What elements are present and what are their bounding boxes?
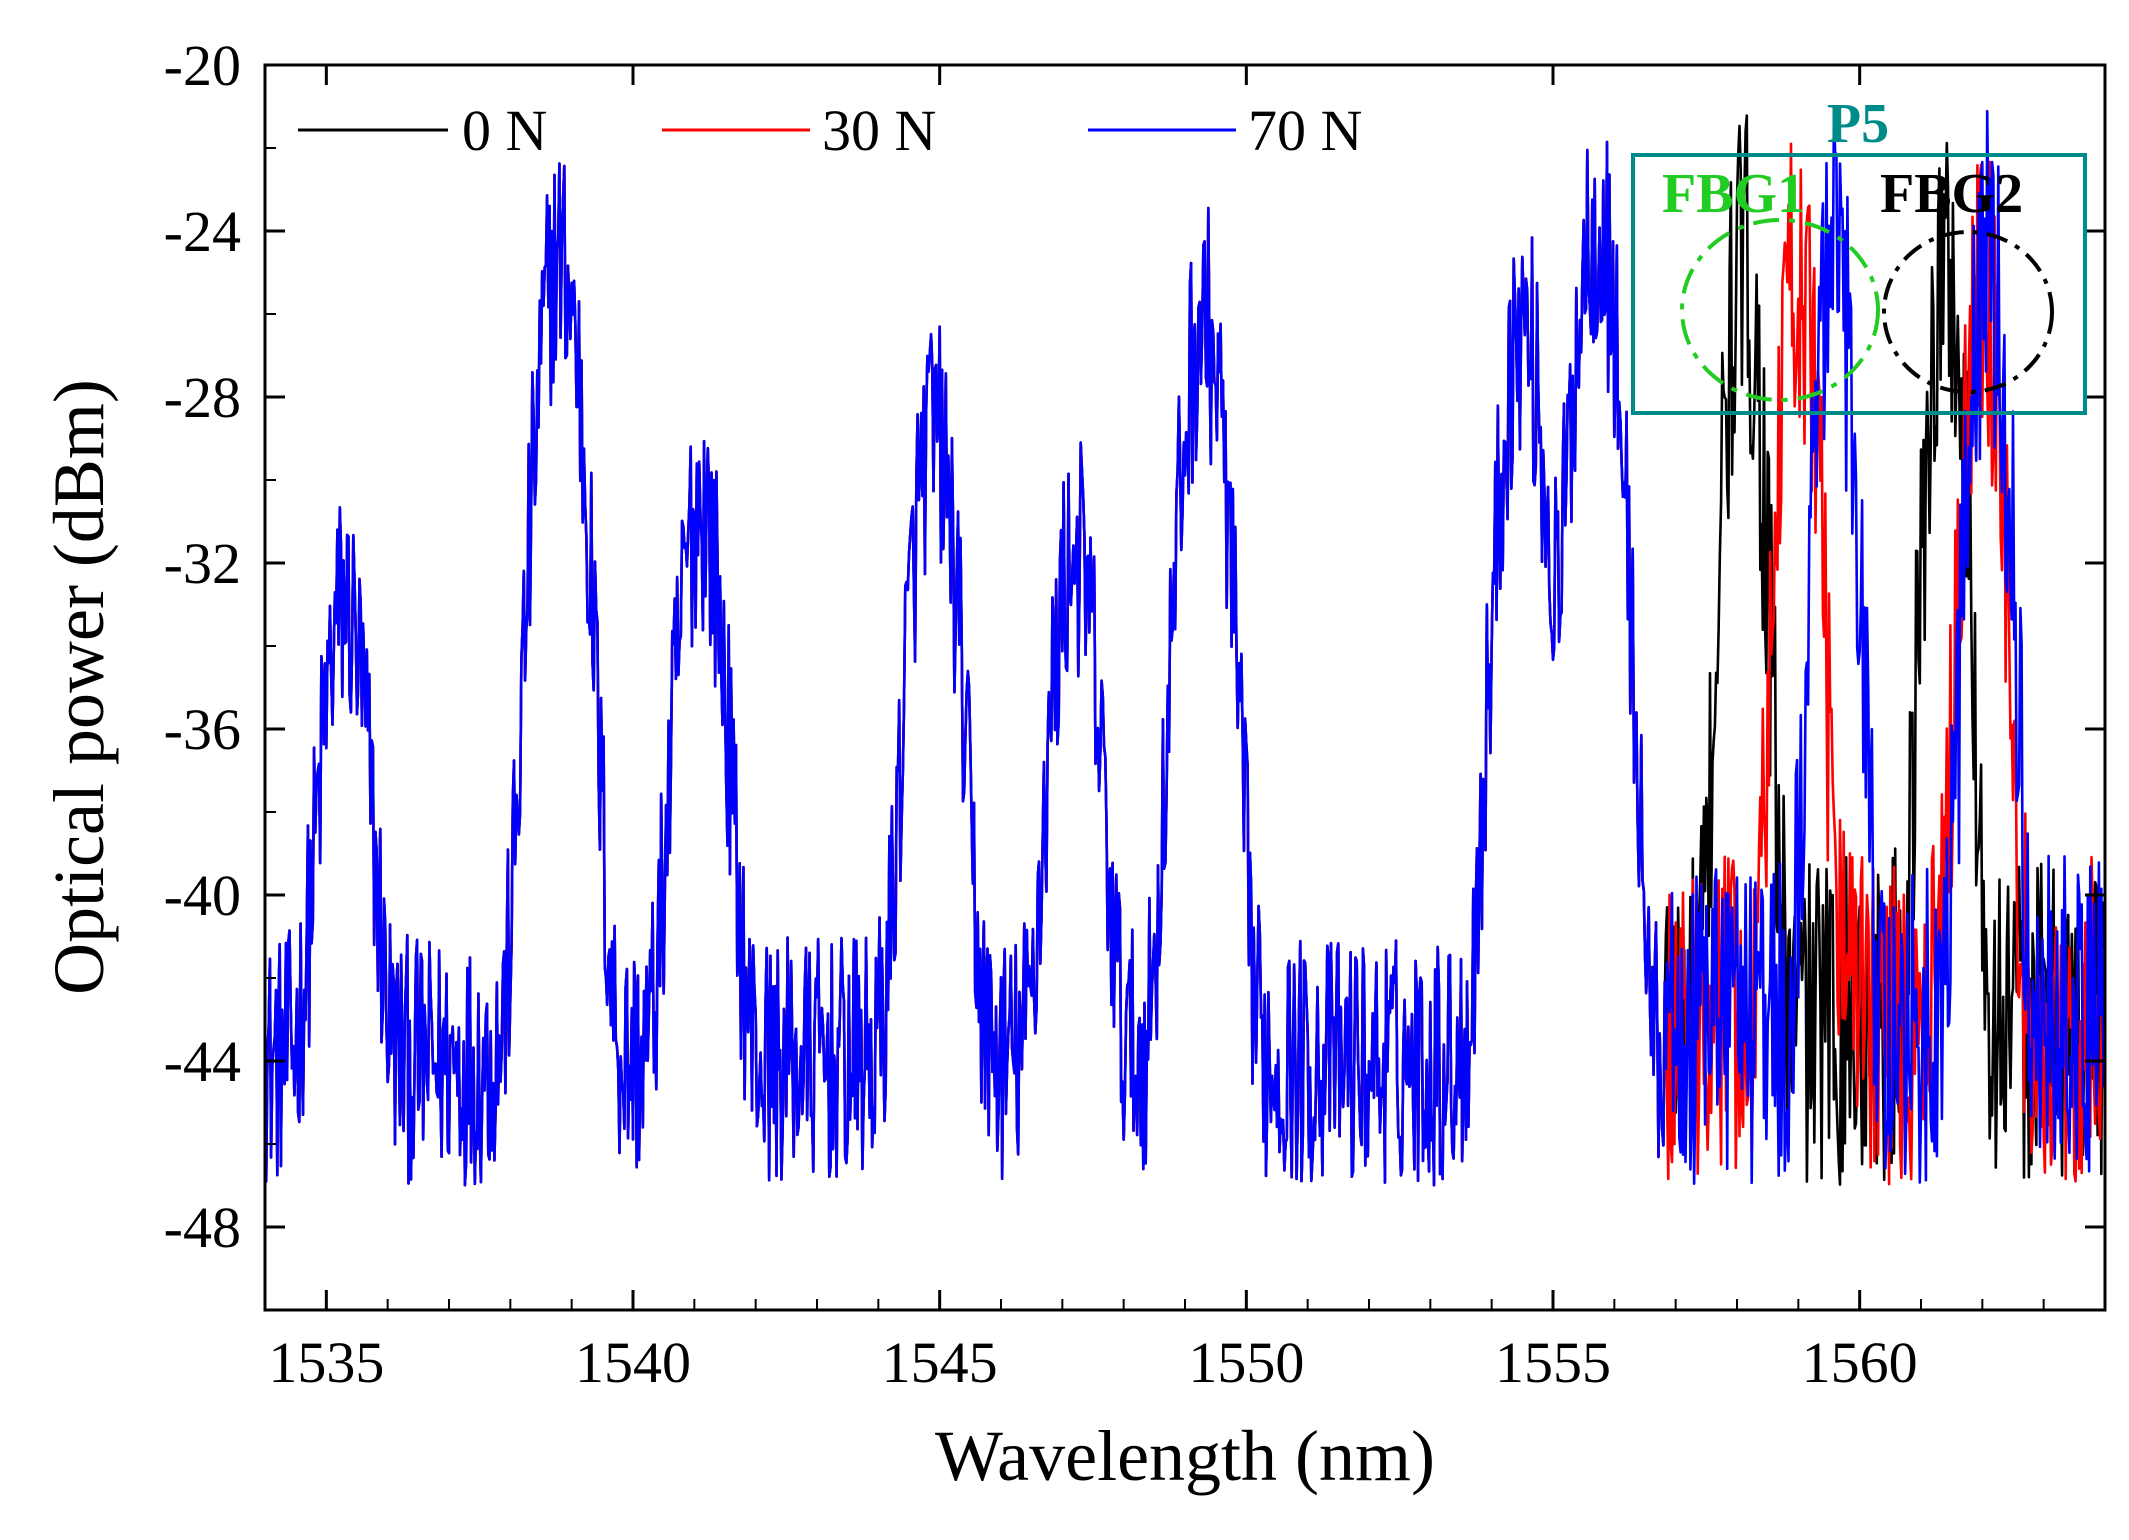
p5-highlight-box — [1631, 153, 2087, 415]
legend-label-70n: 70 N — [1248, 98, 1362, 163]
annotations: P5 FBG1 FBG2 — [1631, 93, 2087, 415]
x-tick-label: 1535 — [268, 1330, 384, 1395]
axis-ticks: 1535 1540 1545 1550 1555 1560 -48 -44 -40 -36 -32 -… — [164, 33, 2106, 1395]
x-axis-title: Wavelength (nm) — [935, 1416, 1435, 1496]
fbg1-ellipse — [1680, 218, 1880, 402]
fbg1-label: FBG1 — [1662, 163, 1805, 225]
y-tick-label: -24 — [164, 199, 241, 264]
x-tick-label: 1550 — [1188, 1330, 1304, 1395]
y-axis-title: Optical power (dBm) — [39, 379, 119, 995]
legend: 0 N 30 N 70 N — [298, 98, 1362, 163]
x-tick-label: 1560 — [1802, 1330, 1918, 1395]
legend-label-0n: 0 N — [462, 98, 547, 163]
p5-label: P5 — [1827, 93, 1889, 155]
fbg2-ellipse — [1882, 230, 2054, 394]
y-tick-label: -32 — [164, 531, 241, 596]
y-tick-label: -48 — [164, 1195, 241, 1260]
y-tick-label: -44 — [164, 1029, 241, 1094]
x-tick-label: 1540 — [575, 1330, 691, 1395]
y-tick-label: -20 — [164, 33, 241, 98]
series-line-70n — [265, 107, 2105, 1187]
x-tick-label: 1555 — [1495, 1330, 1611, 1395]
legend-label-30n: 30 N — [822, 98, 936, 163]
series-layer — [265, 107, 2105, 1187]
y-tick-label: -28 — [164, 365, 241, 430]
x-tick-label: 1545 — [882, 1330, 998, 1395]
y-tick-label: -40 — [164, 863, 241, 928]
fbg2-label: FBG2 — [1880, 163, 2023, 225]
y-tick-label: -36 — [164, 697, 241, 762]
